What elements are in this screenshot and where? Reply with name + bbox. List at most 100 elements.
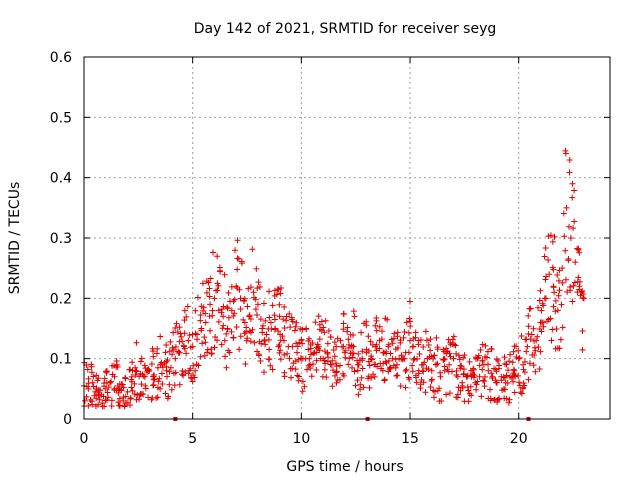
data-point <box>479 366 486 373</box>
data-point <box>154 394 161 401</box>
data-point <box>571 218 578 225</box>
data-point <box>332 360 339 367</box>
data-point <box>492 366 499 373</box>
data-point <box>109 371 116 378</box>
data-point <box>117 402 124 409</box>
data-point <box>526 360 533 367</box>
data-point <box>368 356 375 363</box>
data-point <box>513 353 520 360</box>
data-point <box>176 324 183 331</box>
data-point <box>427 347 434 354</box>
data-point <box>262 341 269 348</box>
data-point <box>414 355 421 362</box>
data-point <box>186 367 193 374</box>
data-point <box>443 391 450 398</box>
data-point <box>252 306 259 313</box>
data-point <box>199 340 206 347</box>
data-point <box>174 329 181 336</box>
data-point <box>211 344 218 351</box>
data-point <box>381 377 388 384</box>
data-point <box>433 334 440 341</box>
data-point <box>250 289 257 296</box>
data-point <box>465 398 472 405</box>
data-point <box>366 384 373 391</box>
data-point <box>407 337 414 344</box>
data-point <box>314 341 321 348</box>
data-point <box>538 307 545 314</box>
data-point <box>579 346 586 353</box>
data-point <box>387 350 394 357</box>
data-point <box>292 366 299 373</box>
data-point <box>289 343 296 350</box>
data-point <box>265 336 272 343</box>
data-point <box>392 356 399 363</box>
data-point <box>459 384 466 391</box>
data-point <box>481 378 488 385</box>
data-point <box>299 340 306 347</box>
data-point <box>373 341 380 348</box>
data-point <box>247 315 254 322</box>
data-point <box>286 310 293 317</box>
data-point <box>401 328 408 335</box>
data-point <box>235 255 242 262</box>
data-point <box>457 362 464 369</box>
data-point <box>437 369 444 376</box>
data-point <box>400 334 407 341</box>
data-point <box>566 156 573 163</box>
data-point <box>420 379 427 386</box>
data-point <box>540 323 547 330</box>
data-point <box>453 371 460 378</box>
data-point <box>479 341 486 348</box>
data-point <box>134 392 141 399</box>
data-point <box>317 355 324 362</box>
y-tick-label: 0.5 <box>50 110 72 126</box>
data-point <box>559 324 566 331</box>
data-point <box>464 384 471 391</box>
data-point <box>116 395 123 402</box>
data-point <box>476 362 483 369</box>
data-point <box>241 330 248 337</box>
data-point <box>507 351 514 358</box>
data-point <box>260 322 267 329</box>
data-point <box>484 348 491 355</box>
data-point <box>197 317 204 324</box>
data-point <box>338 343 345 350</box>
data-point <box>244 303 251 310</box>
data-point <box>138 381 145 388</box>
x-axis-label: GPS time / hours <box>286 459 403 475</box>
data-point <box>150 353 157 360</box>
data-point <box>231 310 238 317</box>
data-point <box>166 381 173 388</box>
data-point <box>363 322 370 329</box>
data-point <box>221 337 228 344</box>
data-point <box>510 378 517 385</box>
data-point <box>564 289 571 296</box>
data-point <box>171 382 178 389</box>
data-point <box>271 316 278 323</box>
data-point <box>185 337 192 344</box>
data-point <box>253 265 260 272</box>
data-point <box>402 384 409 391</box>
data-point <box>451 341 458 348</box>
data-point <box>382 358 389 365</box>
data-point <box>504 380 511 387</box>
data-point <box>494 357 501 364</box>
data-point <box>410 356 417 363</box>
data-point <box>446 390 453 397</box>
y-tick-label: 0.3 <box>50 231 72 247</box>
data-point <box>215 282 222 289</box>
data-point <box>503 372 510 379</box>
data-point <box>122 374 129 381</box>
data-point <box>453 350 460 357</box>
data-point <box>350 350 357 357</box>
data-point <box>212 333 219 340</box>
data-point <box>561 233 568 240</box>
data-point <box>455 352 462 359</box>
data-point <box>281 351 288 358</box>
data-point <box>495 365 502 372</box>
data-point <box>211 295 218 302</box>
data-point <box>531 344 538 351</box>
data-point <box>133 368 140 375</box>
data-point <box>381 376 388 383</box>
data-point <box>178 333 185 340</box>
